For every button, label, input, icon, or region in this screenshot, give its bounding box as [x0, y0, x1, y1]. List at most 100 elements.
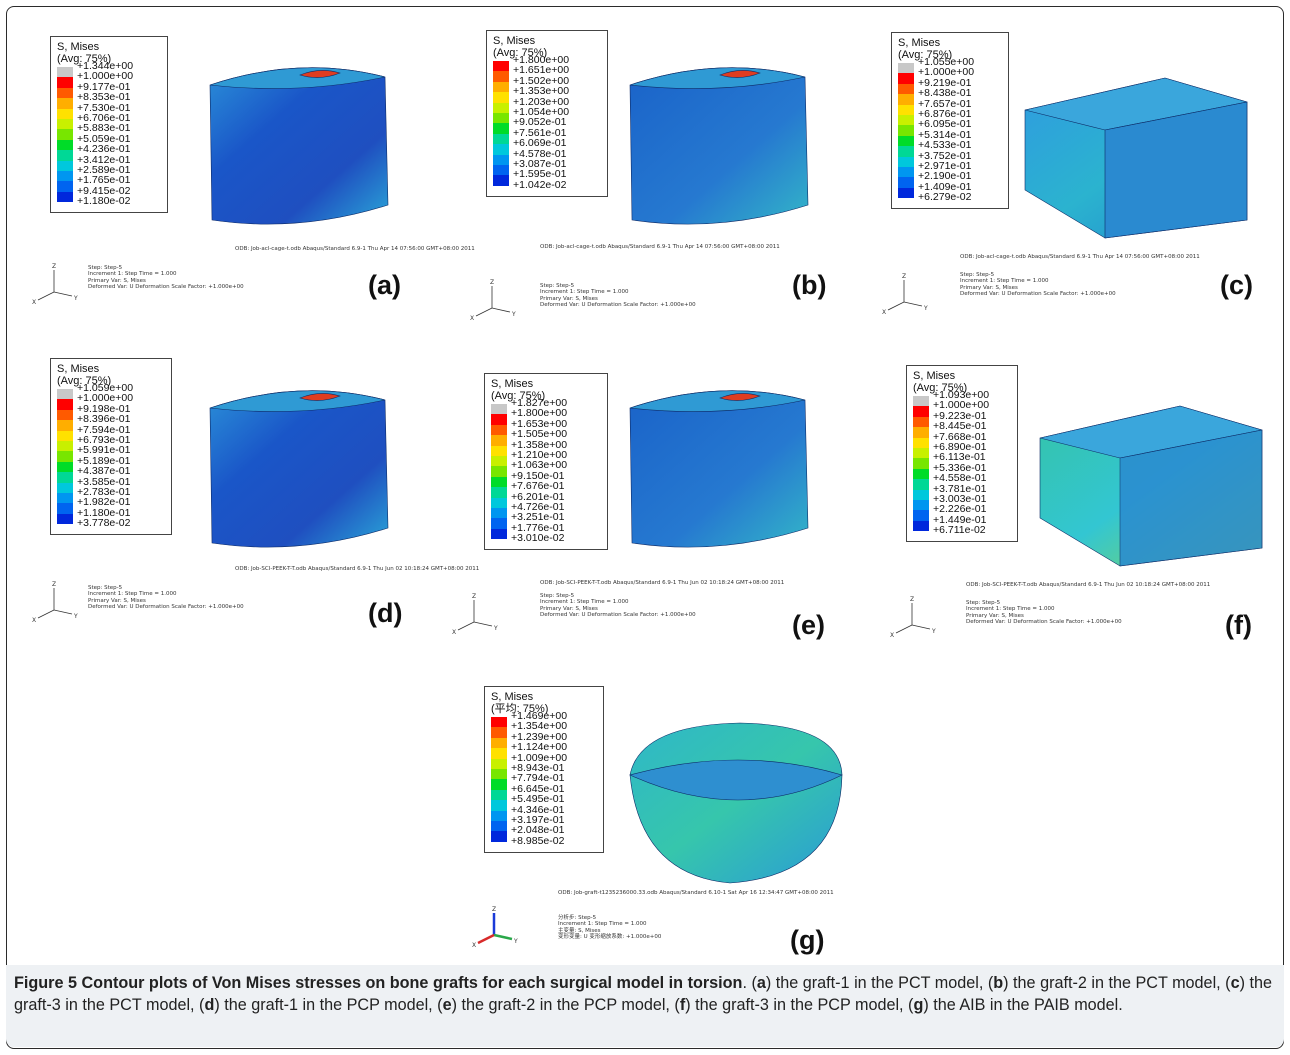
triad-axis: [53, 609, 73, 615]
stress-legend: S, Mises (Avg: 75%) +1.093e+00 +1.000e+00 +9…: [906, 365, 1018, 543]
legend-swatch: [898, 156, 914, 167]
legend-swatch: [913, 437, 929, 448]
legend-band: +6.793e-01: [57, 434, 165, 452]
triad-label: Z: [52, 263, 56, 270]
legend-swatch: [57, 451, 73, 462]
legend-level: +1.827e+00: [511, 397, 568, 409]
panel-label: (f): [1225, 610, 1252, 640]
legend-band-last: +6.711e-02: [913, 525, 1011, 537]
legend-swatch: [57, 492, 73, 504]
legend-swatch: [913, 416, 929, 428]
graft-dome-body: [629, 722, 843, 884]
legend-band: +6.645e-01: [491, 783, 597, 801]
legend-averaging: (Avg: 75%): [57, 375, 112, 387]
triad-label: Y: [923, 305, 928, 312]
legend-level: +9.177e-01: [77, 80, 131, 93]
legend-band: +6.095e-01: [898, 119, 1002, 136]
legend-band: +1.469e+00: [491, 711, 597, 728]
legend-band: +1.765e-01: [57, 175, 161, 192]
legend-band: +1.505e+00: [491, 429, 601, 446]
legend-band: +8.445e-01: [913, 421, 1011, 438]
legend-level: +1.353e+00: [513, 85, 570, 98]
legend-level: +2.589e-01: [77, 163, 131, 176]
legend-band: +6.069e-01: [493, 138, 601, 155]
legend-level: +5.883e-01: [77, 122, 131, 135]
triad-label: Y: [931, 628, 936, 635]
legend-level: +1.502e+00: [513, 74, 570, 87]
legend-level: +1.124e+00: [511, 741, 568, 754]
triad-label: X: [882, 309, 886, 316]
legend-band: +1.502e+00: [493, 75, 601, 93]
legend-band: +4.387e-01: [57, 466, 165, 483]
legend-level: +1.063e+00: [511, 459, 568, 472]
triad-axis: [475, 307, 493, 317]
legend-band: +2.048e-01: [491, 825, 597, 842]
panel-label: (a): [368, 270, 401, 300]
legend-level: +6.876e-01: [918, 107, 972, 120]
graft-box-side: [1104, 101, 1248, 239]
legend-level: +6.069e-01: [513, 137, 567, 150]
legend-band: +1.239e+00: [491, 731, 597, 749]
step-line: Step: Step-5: [540, 283, 575, 289]
legend-swatch: [491, 779, 507, 790]
step-line: Step: Step-5: [88, 265, 123, 271]
legend-swatch: [491, 435, 507, 446]
legend-level: +5.991e-01: [77, 444, 131, 457]
legend-swatch: [57, 191, 73, 203]
legend-swatch: [57, 67, 73, 78]
step-line: Increment 1: Step Time = 1.000: [88, 271, 177, 278]
axis-triad: Z Y X: [32, 581, 78, 624]
legend-band: +1.000e+00: [913, 400, 1011, 417]
caption-text: ) the graft-1 in the PCT model, (: [765, 974, 994, 992]
step-line: Step: Step-5: [88, 585, 123, 591]
step-line: Increment 1: Step Time = 1.000: [540, 289, 629, 296]
triad-label: X: [32, 299, 36, 306]
triad-label: X: [470, 315, 474, 322]
panel-label: (c): [1220, 270, 1253, 300]
legend-band: +2.190e-01: [898, 171, 1002, 188]
legend-level: +6.890e-01: [933, 440, 987, 453]
legend-title: S, Mises: [57, 363, 100, 375]
stress-legend: S, Mises (Avg: 75%) +1.059e+00 +1.000e+00 +9…: [50, 358, 172, 536]
legend-swatch: [57, 87, 73, 99]
legend-band: +1.827e+00: [491, 398, 601, 415]
legend-band: +3.412e-01: [57, 154, 161, 171]
legend-level: +1.982e-01: [77, 496, 131, 509]
legend-swatch: [491, 789, 507, 801]
triad-axis: [37, 291, 55, 301]
legend-level: +5.495e-01: [511, 793, 565, 806]
graft-side-face: [629, 390, 809, 548]
legend-swatch: [57, 77, 73, 88]
legend-band: +1.093e+00: [913, 390, 1011, 407]
legend-band: +6.706e-01: [57, 112, 161, 130]
legend-band: +1.009e+00: [491, 752, 597, 769]
legend-swatch: [57, 170, 73, 182]
legend-band: +7.561e-01: [493, 127, 601, 145]
legend-level: +7.594e-01: [77, 423, 131, 436]
legend-swatch: [913, 479, 929, 490]
odb-info: ODB: Job-acl-cage-t.odb Abaqus/Standard …: [540, 244, 780, 250]
step-line: 主变量: S, Mises: [558, 927, 601, 934]
legend-scale: +1.055e+00 +1.000e+00 +9.219e-01 +8.438e-01…: [898, 57, 1002, 204]
legend-band: +1.449e-01: [913, 514, 1011, 532]
high-stress-region: [719, 70, 761, 78]
legend-swatch: [493, 102, 509, 113]
legend-level: +4.578e-01: [513, 147, 567, 160]
graft-side-face: [209, 67, 389, 225]
triad-label: X: [32, 617, 36, 624]
legend-band: +6.201e-01: [491, 491, 601, 508]
legend-band-last: +6.279e-02: [898, 192, 1002, 204]
legend-swatch: [57, 118, 73, 130]
figure-caption: Figure 5 Contour plots of Von Mises stre…: [14, 972, 1272, 1016]
legend-band: +7.657e-01: [898, 98, 1002, 115]
legend-title: S, Mises: [57, 41, 100, 53]
step-info: Step: Step-5 Increment 1: Step Time = 1.0…: [88, 265, 244, 291]
legend-swatch: [57, 503, 73, 514]
legend-scale: +1.827e+00 +1.800e+00 +1.653e+00 +1.505e+00…: [491, 398, 601, 545]
legend-band: +4.346e-01: [491, 804, 597, 821]
legend-band: +4.578e-01: [493, 148, 601, 165]
legend-band: +6.876e-01: [898, 108, 1002, 126]
legend-band-last: +3.010e-02: [491, 533, 601, 545]
caption-text: ) the AIB in the PAIB model.: [923, 996, 1123, 1014]
legend-level: +3.752e-01: [918, 149, 972, 162]
